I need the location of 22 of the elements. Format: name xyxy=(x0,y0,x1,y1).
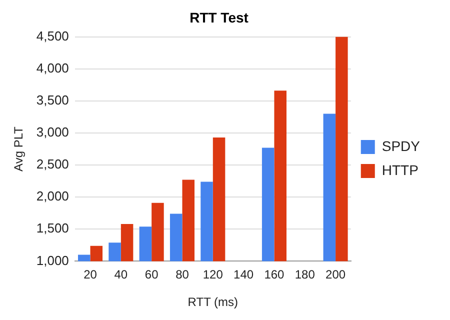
y-tick-label: 4,500 xyxy=(36,28,69,44)
x-axis-title: RTT (ms) xyxy=(188,295,238,310)
legend-label: SPDY xyxy=(382,138,421,154)
x-tick-label: 180 xyxy=(294,268,316,282)
y-axis-title: Avg PLT xyxy=(12,126,26,172)
y-tick-label: 1,500 xyxy=(36,220,69,236)
y-tick-label: 4,000 xyxy=(36,60,69,76)
y-tick-label: 3,500 xyxy=(36,92,69,108)
x-tick-label: 200 xyxy=(326,268,346,282)
x-tick-label: 80 xyxy=(176,268,190,282)
y-tick-label: 3,000 xyxy=(36,124,69,140)
x-tick-label: 20 xyxy=(84,268,98,282)
x-tick-label: 60 xyxy=(144,268,159,282)
x-tick-label: 160 xyxy=(264,268,285,282)
x-tick-label: 120 xyxy=(202,268,224,282)
y-tick-label: 2,000 xyxy=(36,188,69,204)
x-tick-label: 40 xyxy=(114,268,128,282)
y-tick-label: 2,500 xyxy=(36,156,69,172)
legend-label: HTTP xyxy=(382,162,418,178)
x-tick-label: 140 xyxy=(234,268,254,282)
chart-title: RTT Test xyxy=(190,9,249,26)
y-tick-label: 1,000 xyxy=(36,252,69,268)
